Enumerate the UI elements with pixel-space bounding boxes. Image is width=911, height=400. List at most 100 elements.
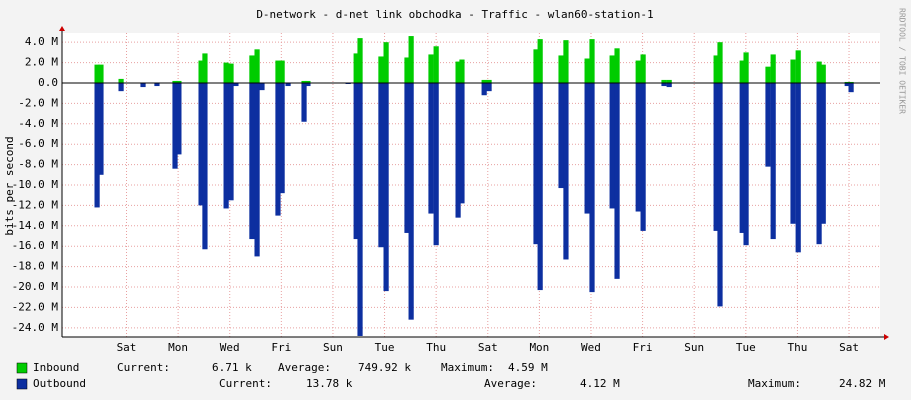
bar [279,60,285,83]
bar [176,82,182,155]
bar [481,79,487,83]
legend-swatch [16,378,28,390]
bar [259,82,265,91]
legend-swatch [16,362,28,374]
bar [98,64,104,83]
bar [345,82,351,85]
bar [770,82,776,240]
y-tick-label: -6.0 M [18,137,58,150]
bar [563,82,569,260]
bar [661,79,667,83]
bar [301,82,307,122]
y-tick-label: -20.0 M [12,280,59,293]
axis-arrow [884,334,889,340]
bar [635,82,641,212]
axis-arrow [59,26,65,31]
bar [202,53,208,83]
bar [98,82,104,175]
bar [275,60,281,83]
bar [844,81,850,83]
bar [713,55,719,83]
bar [249,82,255,240]
bar [533,49,539,83]
legend-stat-value: 4.12 M [580,377,620,390]
legend-stat-value: 6.71 k [212,361,252,374]
legend-label: Inbound [33,361,79,374]
bar [739,82,745,233]
bar [172,82,178,169]
y-tick-label: -16.0 M [12,239,59,252]
y-tick-label: -10.0 M [12,178,59,191]
bar [154,82,160,87]
bar [739,60,745,83]
bar [558,82,564,189]
bar [743,52,749,83]
bar [357,82,363,336]
bar [428,82,434,214]
bar [635,60,641,83]
bar [589,39,595,83]
bar [614,48,620,83]
legend-stat-value: 749.92 k [358,361,411,374]
chart-title: D-network - d-net link obchodka - Traffi… [256,8,653,21]
bar [717,42,723,83]
y-axis-label: bits per second [3,136,16,235]
bar [609,82,615,209]
bar [661,82,667,87]
bar [481,82,487,96]
bar [816,61,822,83]
bar [486,79,492,83]
x-tick-label: Mon [168,341,188,354]
bar [428,54,434,83]
bar [820,82,826,224]
y-tick-label: -12.0 M [12,198,59,211]
legend-stat-label: Current: [117,361,170,374]
bar [202,82,208,250]
bar [408,82,414,320]
bar [537,82,543,291]
bar [228,63,234,83]
bar [279,82,285,194]
bar [820,64,826,83]
legend-stat-value: 13.78 k [306,377,353,390]
bar [249,55,255,83]
x-tick-label: Sat [839,341,859,354]
bar [433,82,439,246]
legend-stat-label: Average: [484,377,537,390]
x-tick-label: Thu [787,341,807,354]
y-tick-label: -18.0 M [12,260,59,273]
legend-stat-value: 24.82 M [839,377,886,390]
bar [455,61,461,83]
bar [433,46,439,83]
bar [563,40,569,83]
bar [537,39,543,83]
bar [816,82,822,245]
bar [357,38,363,83]
bar [118,78,124,83]
bar [118,82,124,92]
x-tick-label: Tue [736,341,756,354]
y-tick-label: 4.0 M [25,35,58,48]
bar [233,82,239,87]
legend-stat-label: Average: [278,361,331,374]
x-tick-label: Mon [529,341,549,354]
bar [765,82,771,167]
bar [198,82,204,206]
bar [717,82,723,307]
bar [666,79,672,83]
bar [198,60,204,83]
bar [533,82,539,245]
legend-stat-label: Current: [219,377,272,390]
bar [408,36,414,83]
x-tick-label: Sat [117,341,137,354]
bar [94,64,100,83]
bar [305,80,311,83]
bar [848,81,854,83]
bar [713,82,719,231]
bar [94,82,100,208]
bar [305,82,311,87]
bar [558,55,564,83]
bar [609,55,615,83]
legend-stat-value: 4.59 M [508,361,548,374]
bar [770,54,776,83]
